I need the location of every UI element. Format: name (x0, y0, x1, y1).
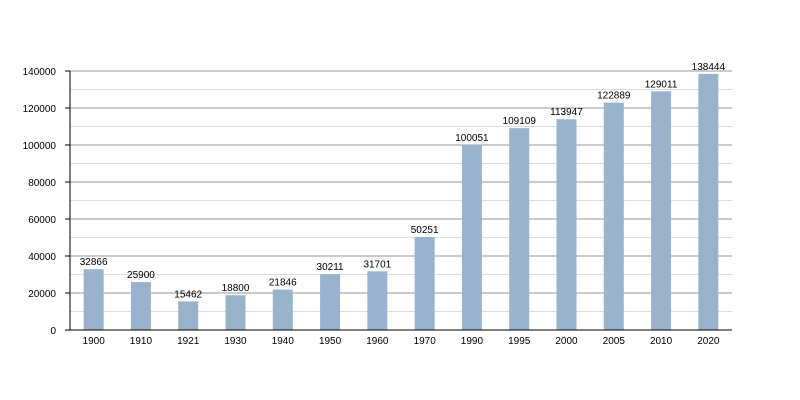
data-label-1970: 50251 (411, 225, 439, 236)
y-tick-label: 140000 (23, 67, 57, 78)
x-tick-label-1910: 1910 (130, 336, 153, 347)
bar-1960 (367, 271, 388, 330)
data-label-1910: 25900 (127, 270, 155, 281)
x-tick-label-1960: 1960 (366, 336, 389, 347)
bar-2020 (698, 73, 719, 330)
data-label-2000: 113947 (550, 107, 583, 118)
data-label-1995: 109109 (503, 116, 537, 127)
x-tick-label-1990: 1990 (461, 336, 484, 347)
y-tick-label: 80000 (28, 178, 56, 189)
x-tick-label-1950: 1950 (319, 336, 342, 347)
y-tick-label: 60000 (28, 215, 56, 226)
bar-1910 (130, 282, 151, 330)
data-label-1960: 31701 (363, 259, 391, 270)
x-tick-label-1900: 1900 (83, 336, 106, 347)
data-label-1940: 21846 (269, 278, 297, 289)
bars (83, 73, 719, 330)
bar-1990 (461, 144, 482, 330)
data-label-1900: 32866 (80, 257, 108, 268)
x-tick-label-1995: 1995 (508, 336, 531, 347)
bar-1970 (414, 237, 435, 330)
data-label-1990: 100051 (455, 133, 489, 144)
data-label-1921: 15462 (174, 289, 202, 300)
data-label-2005: 122889 (597, 91, 631, 102)
x-tick-label-2000: 2000 (555, 336, 578, 347)
x-tick-label-2010: 2010 (650, 336, 673, 347)
axes (69, 71, 732, 331)
minor-gridlines (70, 89, 732, 312)
y-tick-label: 20000 (28, 289, 56, 300)
bar-1940 (272, 289, 293, 330)
y-axis-ticks: 0 20000 40000 60000 80000 100000 120000 140000 (23, 67, 70, 337)
x-tick-label-1940: 1940 (272, 336, 295, 347)
data-label-2020: 138444 (692, 62, 726, 73)
data-label-2010: 129011 (645, 79, 678, 90)
bar-2010 (651, 91, 672, 330)
data-label-1950: 30211 (317, 262, 345, 273)
major-gridlines (70, 70, 732, 294)
x-tick-label-1930: 1930 (224, 336, 247, 347)
bar-1921 (178, 301, 199, 330)
y-tick-label: 0 (50, 326, 56, 337)
y-tick-label: 40000 (28, 252, 56, 263)
x-axis-ticks: 1900 1910 1921 1930 1940 1950 1960 1970 1990 1995… (83, 336, 720, 347)
y-tick-label: 100000 (23, 141, 57, 152)
x-tick-label-1970: 1970 (414, 336, 437, 347)
bar-1900 (83, 269, 104, 330)
x-tick-label-2005: 2005 (603, 336, 626, 347)
data-label-1930: 18800 (222, 283, 250, 294)
x-tick-label-1921: 1921 (177, 336, 200, 347)
bar-1950 (320, 274, 341, 330)
x-tick-label-2020: 2020 (697, 336, 720, 347)
bar-2005 (603, 102, 624, 330)
bar-1930 (225, 295, 246, 330)
bar-2000 (556, 119, 577, 330)
bar-1995 (509, 128, 530, 330)
y-tick-label: 120000 (23, 104, 57, 115)
data-labels: 32866 25900 15462 18800 21846 30211 31701 50251… (80, 62, 726, 301)
